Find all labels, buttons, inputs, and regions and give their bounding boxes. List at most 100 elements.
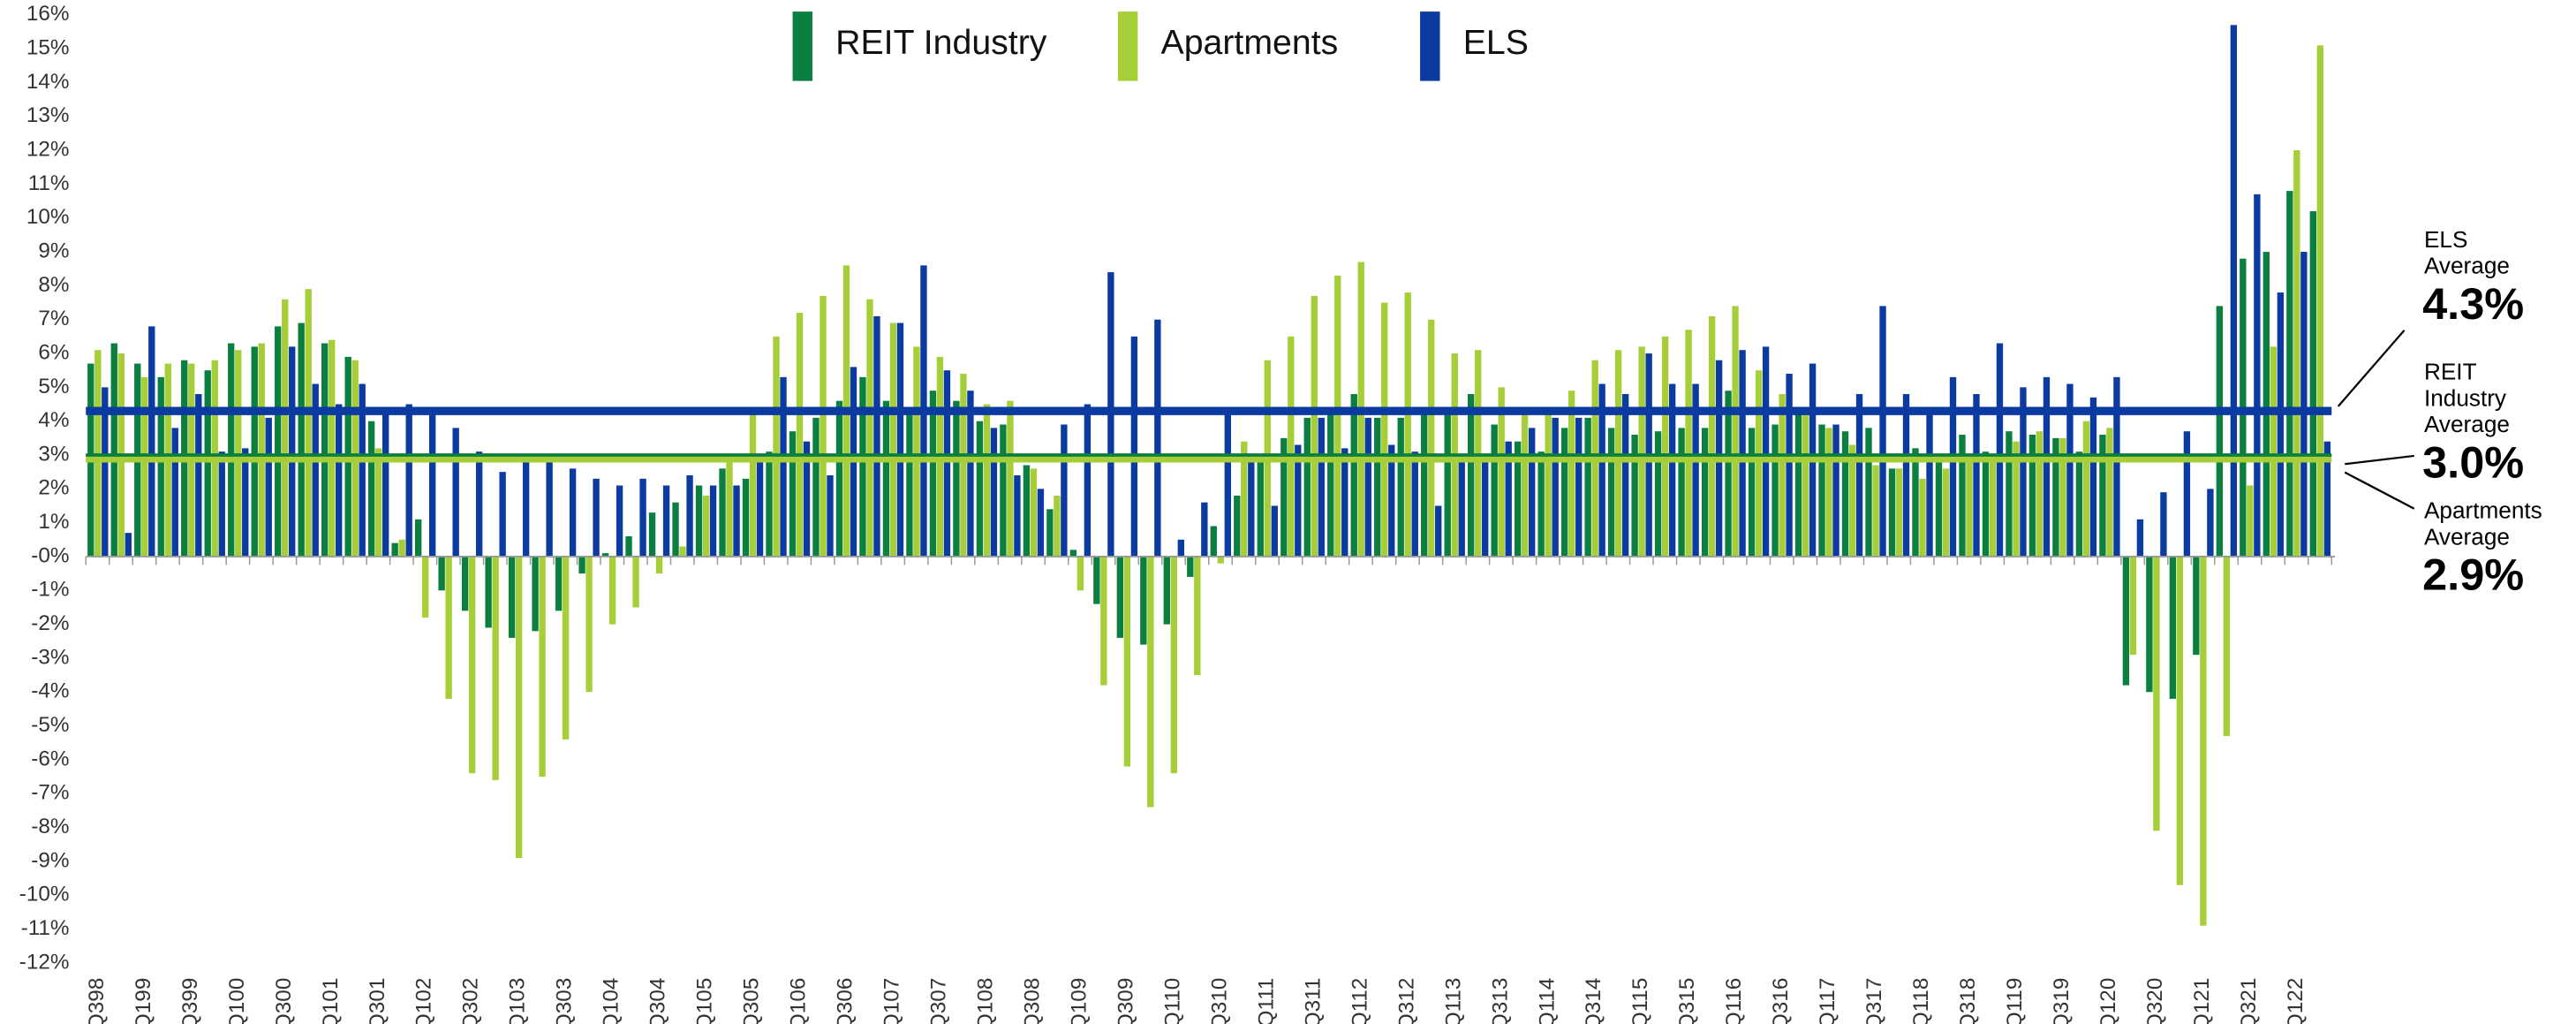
bar: [1552, 417, 1559, 557]
bar: [282, 299, 289, 557]
bar: [1170, 556, 1178, 774]
bar: [391, 542, 398, 557]
bar: [367, 421, 375, 557]
y-tick-label: 10%: [26, 205, 70, 229]
bar: [1996, 343, 2004, 557]
bar: [2106, 428, 2113, 557]
x-tick-label: Q109: [1067, 978, 1091, 1024]
bar: [1468, 394, 1475, 557]
legend-label: ELS: [1463, 23, 1529, 62]
bar: [943, 370, 951, 557]
bar: [1568, 391, 1575, 557]
x-tick-label: Q101: [319, 978, 343, 1024]
bar: [1638, 346, 1645, 557]
x-tick-label: Q310: [1207, 978, 1231, 1024]
bar: [625, 535, 632, 557]
bar: [1100, 556, 1107, 686]
bar: [726, 455, 733, 557]
bar: [2153, 556, 2160, 831]
bar: [967, 391, 974, 557]
bar: [157, 376, 164, 557]
bar: [2122, 556, 2130, 686]
y-tick-label: 1%: [38, 510, 69, 534]
x-tick-label: Q121: [2190, 978, 2214, 1024]
bar: [195, 394, 202, 557]
bar: [1069, 550, 1077, 557]
bar: [1435, 505, 1442, 557]
bar: [1397, 417, 1404, 557]
bar: [2020, 387, 2027, 557]
y-tick-label: 2%: [38, 476, 69, 500]
y-tick-label: 6%: [38, 340, 69, 364]
bar: [1848, 444, 1856, 557]
bar: [2075, 451, 2083, 557]
bar: [1802, 414, 1809, 557]
bar: [532, 556, 539, 632]
bar: [733, 485, 740, 557]
x-tick-label: Q104: [600, 978, 623, 1024]
bar: [329, 339, 336, 557]
bar: [1505, 441, 1512, 557]
legend-swatch: [1420, 11, 1440, 81]
bar: [820, 295, 827, 557]
bar: [1177, 539, 1185, 557]
bar: [616, 485, 623, 557]
bar: [94, 350, 102, 557]
x-tick-label: Q304: [646, 978, 670, 1024]
bar: [2293, 150, 2300, 557]
bar: [1248, 458, 1255, 557]
bar: [1116, 556, 1124, 638]
bar: [1661, 336, 1669, 557]
bar: [382, 411, 389, 557]
bar: [312, 383, 319, 557]
x-tick-label: Q307: [927, 978, 951, 1024]
bar: [2066, 383, 2074, 557]
bar: [672, 502, 679, 557]
bar: [2254, 193, 2261, 557]
bar: [1879, 306, 1886, 557]
x-tick-label: Q312: [1394, 978, 1418, 1024]
x-tick-label: Q300: [272, 978, 296, 1024]
bar: [953, 400, 960, 557]
bar: [1755, 370, 1763, 557]
y-tick-label: 13%: [26, 103, 70, 127]
bar: [1241, 441, 1248, 557]
bar: [1919, 478, 1926, 557]
y-tick-label: -10%: [19, 883, 70, 906]
bar: [289, 346, 296, 557]
y-tick-label: 8%: [38, 273, 69, 297]
bar: [1491, 424, 1498, 557]
y-tick-label: 12%: [26, 138, 70, 162]
bar: [1295, 444, 1302, 557]
bar: [546, 461, 553, 557]
x-tick-label: Q117: [1816, 978, 1839, 1024]
bar: [1959, 435, 1966, 557]
annotation-connector: [2337, 330, 2406, 407]
bar: [2146, 556, 2153, 693]
bar: [1123, 556, 1131, 767]
y-tick-label: -3%: [31, 645, 69, 669]
bar: [1982, 451, 1990, 557]
bar: [1779, 394, 1786, 557]
bar: [1973, 394, 1980, 557]
bar: [2052, 437, 2059, 557]
bar: [960, 374, 967, 557]
x-tick-label: Q305: [740, 978, 764, 1024]
y-tick-label: 4%: [38, 408, 69, 432]
bar: [882, 400, 890, 557]
bar: [1832, 424, 1839, 557]
bar: [686, 475, 693, 557]
bar: [499, 472, 506, 557]
bar: [1130, 336, 1138, 557]
x-tick-label: Q107: [880, 978, 904, 1024]
bar: [522, 458, 530, 557]
bar: [1084, 404, 1092, 557]
bar: [235, 350, 242, 557]
bar: [265, 417, 272, 557]
bar: [1341, 448, 1348, 557]
bar: [1224, 414, 1231, 557]
bar: [1708, 315, 1716, 557]
annotation-text: Average: [2424, 253, 2510, 279]
bar: [1912, 448, 1919, 557]
bar: [1014, 475, 1021, 557]
